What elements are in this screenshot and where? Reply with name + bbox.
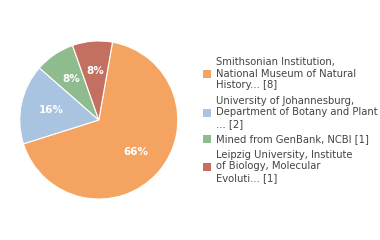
- Text: 16%: 16%: [38, 105, 63, 115]
- Text: 66%: 66%: [123, 147, 148, 157]
- Wedge shape: [24, 42, 178, 199]
- Wedge shape: [40, 45, 99, 120]
- Legend: Smithsonian Institution,
National Museum of Natural
History... [8], University o: Smithsonian Institution, National Museum…: [203, 57, 377, 183]
- Text: 8%: 8%: [62, 74, 80, 84]
- Text: 8%: 8%: [86, 66, 104, 76]
- Wedge shape: [20, 68, 99, 144]
- Wedge shape: [73, 41, 112, 120]
